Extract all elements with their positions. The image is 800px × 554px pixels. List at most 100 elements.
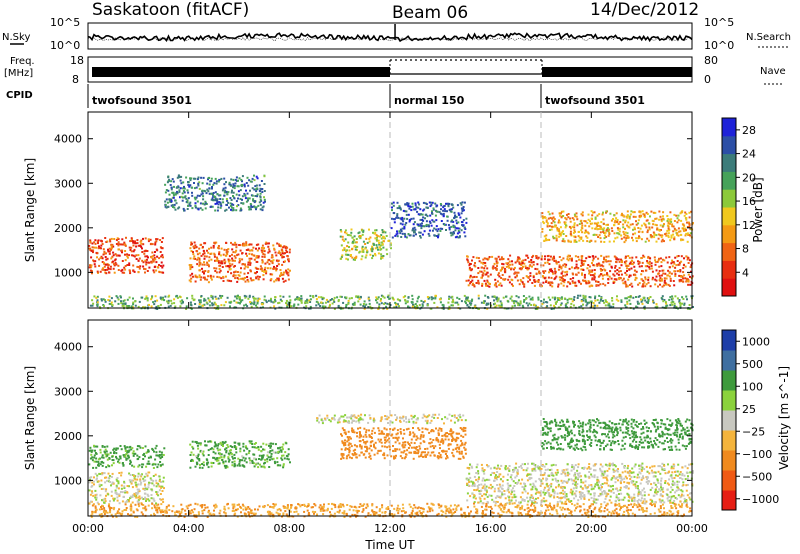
range-gate-cell <box>585 282 588 284</box>
power-panel-bg <box>88 112 692 308</box>
range-gate-cell <box>645 301 648 304</box>
range-gate-cell <box>284 260 286 263</box>
range-gate-cell <box>108 250 111 253</box>
range-gate-cell <box>203 263 206 266</box>
range-gate-cell <box>378 243 381 246</box>
range-gate-cell <box>206 182 209 185</box>
range-gate-cell <box>482 262 485 265</box>
range-gate-cell <box>229 301 232 304</box>
range-gate-cell <box>580 264 583 267</box>
range-gate-cell <box>685 277 688 280</box>
range-gate-cell <box>465 302 467 305</box>
range-gate-cell <box>144 479 147 482</box>
range-gate-cell <box>317 303 320 306</box>
range-gate-cell <box>94 449 96 452</box>
range-gate-cell <box>349 255 352 258</box>
range-gate-cell <box>454 229 457 232</box>
range-gate-cell <box>145 261 148 264</box>
range-gate-cell <box>688 211 691 214</box>
range-gate-cell <box>195 456 198 459</box>
range-gate-cell <box>95 445 98 448</box>
range-gate-cell <box>410 441 413 444</box>
range-gate-cell <box>124 303 127 305</box>
range-gate-cell <box>393 457 396 460</box>
range-gate-cell <box>576 224 579 227</box>
range-gate-cell <box>96 256 98 259</box>
range-gate-cell <box>132 301 135 304</box>
range-gate-cell <box>234 182 237 185</box>
range-gate-cell <box>175 186 178 189</box>
range-gate-cell <box>591 262 593 265</box>
range-gate-cell <box>522 277 525 280</box>
range-gate-cell <box>172 196 175 199</box>
range-gate-cell <box>205 255 208 258</box>
range-gate-cell <box>398 442 401 445</box>
range-gate-cell <box>210 180 213 182</box>
range-gate-cell <box>96 299 99 302</box>
range-gate-cell <box>562 264 565 267</box>
range-gate-cell <box>556 300 558 303</box>
range-gate-cell <box>173 185 175 188</box>
range-gate-cell <box>618 230 621 233</box>
range-gate-cell <box>129 461 132 464</box>
range-gate-cell <box>685 295 688 298</box>
range-gate-cell <box>551 258 554 261</box>
range-gate-cell <box>453 216 456 219</box>
range-gate-cell <box>599 237 602 240</box>
range-gate-cell <box>637 260 639 263</box>
range-gate-cell <box>419 447 422 450</box>
range-gate-cell <box>620 258 622 261</box>
range-gate-cell <box>260 450 263 452</box>
range-gate-cell <box>666 219 669 222</box>
range-gate-cell <box>194 206 197 209</box>
range-gate-cell <box>238 464 241 467</box>
range-gate-cell <box>108 475 111 477</box>
range-gate-cell <box>607 230 610 233</box>
range-gate-cell <box>88 502 91 505</box>
range-gate-cell <box>565 218 568 221</box>
range-gate-cell <box>198 274 201 277</box>
range-gate-cell <box>404 299 407 302</box>
range-gate-cell <box>398 448 401 451</box>
range-gate-cell <box>516 260 519 263</box>
range-gate-cell <box>91 491 94 494</box>
range-gate-cell <box>195 441 198 443</box>
range-gate-cell <box>156 491 159 494</box>
range-gate-cell <box>243 459 246 462</box>
range-gate-cell <box>578 239 581 242</box>
range-gate-cell <box>547 281 550 284</box>
range-gate-cell <box>155 238 158 241</box>
range-gate-cell <box>239 189 242 192</box>
range-gate-cell <box>570 297 573 300</box>
range-gate-cell <box>515 295 518 298</box>
range-gate-cell <box>451 233 454 236</box>
range-gate-cell <box>447 444 450 447</box>
range-gate-cell <box>566 285 569 288</box>
range-gate-cell <box>281 256 284 259</box>
range-gate-cell <box>543 216 546 218</box>
range-gate-cell <box>145 263 148 266</box>
range-gate-cell <box>669 296 672 299</box>
nsearch-tick-bottom: 10^0 <box>704 39 734 52</box>
range-gate-cell <box>191 445 194 448</box>
range-gate-cell <box>167 295 170 298</box>
range-gate-cell <box>192 447 195 450</box>
range-gate-cell <box>217 245 220 247</box>
range-gate-cell <box>117 269 120 271</box>
range-gate-cell <box>128 500 130 503</box>
range-gate-cell <box>600 226 603 229</box>
range-gate-cell <box>614 270 617 273</box>
range-gate-cell <box>465 299 468 302</box>
range-gate-cell <box>676 232 679 235</box>
range-gate-cell <box>624 231 627 234</box>
range-gate-cell <box>522 259 525 262</box>
range-gate-cell <box>586 267 589 270</box>
range-gate-cell <box>128 479 131 482</box>
range-gate-cell <box>580 257 583 260</box>
range-gate-cell <box>591 277 594 280</box>
range-gate-cell <box>247 297 250 300</box>
range-gate-cell <box>399 228 402 231</box>
range-gate-cell <box>688 223 691 225</box>
range-gate-cell <box>341 238 344 241</box>
range-gate-cell <box>155 451 158 454</box>
